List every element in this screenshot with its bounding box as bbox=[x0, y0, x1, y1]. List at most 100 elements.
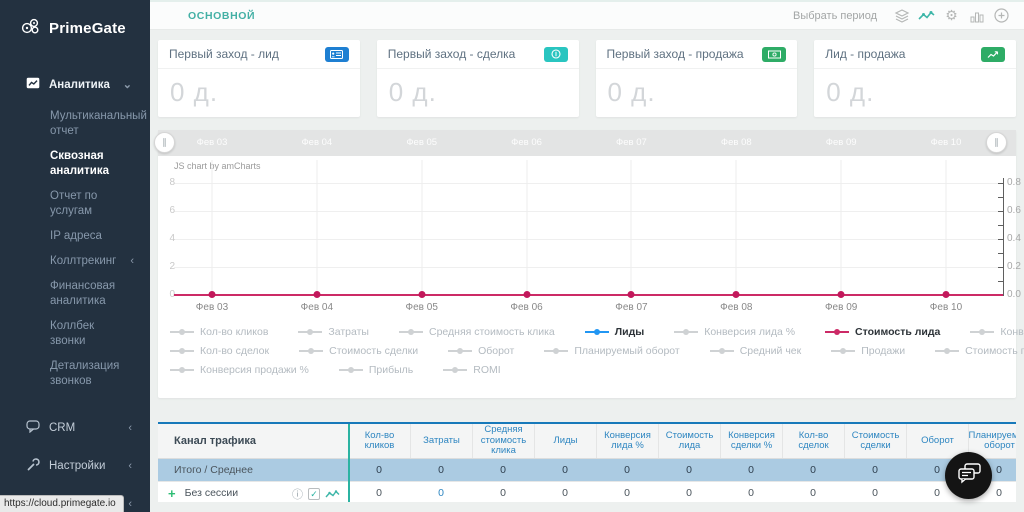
sidebar-item-callback-calls[interactable]: Коллбек звонки bbox=[50, 320, 95, 347]
chevron-down-icon: ⌄ bbox=[122, 79, 132, 91]
sidebar-item-calls-detail[interactable]: Детализация звонков bbox=[50, 360, 120, 387]
legend-item[interactable]: Конверсия лида % bbox=[674, 326, 795, 338]
sidebar-item-settings[interactable]: Настройки ‹ bbox=[0, 452, 150, 480]
legend-marker-icon bbox=[170, 347, 194, 355]
logo[interactable]: PrimeGate bbox=[0, 0, 150, 41]
line-chart-icon[interactable] bbox=[918, 7, 935, 24]
sidebar-item-calltracking[interactable]: Коллтрекинг ‹ bbox=[50, 255, 134, 267]
kpi-card-first-visit-sale: Первый заход - продажа 0 д. bbox=[595, 40, 798, 117]
table-body: Итого / Среднее 0 0 0 0 0 0 0 0 0 0 0 + Без сессии ⓘ ✓ 0… bbox=[158, 459, 1016, 502]
legend-item[interactable]: Средний чек bbox=[709, 345, 801, 357]
data-point bbox=[208, 291, 216, 298]
column-header[interactable]: Лиды bbox=[534, 424, 596, 458]
sidebar-item-crm[interactable]: CRM ‹ bbox=[0, 414, 150, 442]
kpi-card-title: Первый заход - продажа bbox=[606, 47, 744, 61]
data-point bbox=[523, 291, 531, 298]
scrollbar-left-handle[interactable]: ∥ bbox=[154, 132, 175, 153]
kpi-card-title: Первый заход - лид bbox=[169, 47, 279, 61]
legend-marker-icon bbox=[298, 328, 323, 336]
chevron-left-icon: ‹ bbox=[128, 422, 132, 434]
legend-item[interactable]: Средняя стоимость клика bbox=[398, 326, 555, 338]
legend-item[interactable]: Кол-во кликов bbox=[170, 326, 268, 338]
sidebar-item-analytics[interactable]: Аналитика ⌄ bbox=[0, 71, 150, 98]
kpi-card-title: Первый заход - сделка bbox=[387, 47, 516, 61]
series-line-cost-per-lead bbox=[174, 294, 1003, 296]
column-header[interactable]: Канал трафика bbox=[174, 434, 257, 447]
legend-item[interactable]: Лиды bbox=[584, 326, 644, 338]
sidebar-item-label: Настройки bbox=[49, 460, 106, 472]
column-header[interactable]: Затраты bbox=[410, 424, 472, 458]
legend-item[interactable]: Стоимость лида bbox=[825, 326, 940, 338]
legend-marker-icon bbox=[338, 366, 363, 374]
column-header[interactable]: Кол-во сделок bbox=[782, 424, 844, 458]
right-axis-ticks bbox=[998, 130, 1004, 310]
layers-icon[interactable] bbox=[893, 7, 910, 24]
column-header[interactable]: Конверсия лида % bbox=[596, 424, 658, 458]
column-header[interactable]: Средняя стоимость клика bbox=[472, 424, 534, 458]
select-period-button[interactable]: Выбрать период bbox=[793, 9, 877, 22]
info-icon[interactable]: ⓘ bbox=[292, 489, 303, 501]
sidebar-nav: Аналитика ⌄ Мультиканальный отчет Сквозна… bbox=[0, 71, 150, 512]
wrench-icon bbox=[26, 458, 40, 474]
legend-marker-icon bbox=[398, 328, 423, 336]
legend-item[interactable]: Планируемый оборот bbox=[544, 345, 680, 357]
column-header[interactable]: Стоимость лида bbox=[658, 424, 720, 458]
checkbox-checked-icon[interactable]: ✓ bbox=[308, 488, 320, 500]
legend-item[interactable]: Стоимость продажи bbox=[935, 345, 1024, 357]
sidebar-item-cross-analytics[interactable]: Сквозная аналитика bbox=[50, 150, 109, 177]
column-header[interactable]: Конверсия сделки % bbox=[720, 424, 782, 458]
column-header[interactable]: Оборот bbox=[906, 424, 968, 458]
analytics-subnav: Мультиканальный отчет Сквозная аналитика О… bbox=[0, 104, 150, 394]
bar-chart-icon[interactable] bbox=[968, 7, 985, 24]
x-axis-labels: Фев 03 Фев 04 Фев 05 Фев 06 Фев 07 Фев 08 Фев … bbox=[195, 302, 963, 313]
right-axis-line bbox=[1003, 178, 1004, 296]
sidebar-item-services-report[interactable]: Отчет по услугам bbox=[50, 190, 98, 217]
sidebar-item-label: Аналитика bbox=[49, 78, 110, 91]
add-circle-icon[interactable] bbox=[993, 7, 1010, 24]
vgrid bbox=[211, 160, 947, 295]
legend-item[interactable]: Конверсия продажи % bbox=[170, 364, 309, 376]
legend-item[interactable]: Затраты bbox=[298, 326, 369, 338]
gear-icon[interactable]: ⚙ bbox=[945, 7, 958, 23]
expand-plus-icon[interactable]: + bbox=[168, 485, 176, 501]
chat-widget-button[interactable] bbox=[945, 452, 992, 499]
legend-marker-icon bbox=[935, 347, 960, 355]
traffic-table: Канал трафика Кол-во кликов Затраты Средняя… bbox=[158, 422, 1016, 502]
kpi-card-lead-sale: Лид - продажа 0 д. bbox=[814, 40, 1016, 117]
legend-item[interactable]: Продажи bbox=[831, 345, 905, 357]
legend-item[interactable]: Кол-во сделок bbox=[170, 345, 269, 357]
chat-bubble-icon bbox=[26, 420, 40, 436]
sidebar-item-ip-addresses[interactable]: IP адреса bbox=[50, 230, 102, 242]
column-header[interactable]: Стоимость сделки bbox=[844, 424, 906, 458]
column-header[interactable]: Кол-во кликов bbox=[348, 424, 410, 458]
sparkline-icon[interactable] bbox=[325, 489, 340, 500]
tab-main[interactable]: ОСНОВНОЙ bbox=[188, 9, 256, 22]
scrollbar-right-handle[interactable]: ∥ bbox=[986, 132, 1007, 153]
id-card-badge-icon bbox=[324, 46, 349, 62]
legend-item[interactable]: Оборот bbox=[448, 345, 514, 357]
sidebar-item-financial-analytics[interactable]: Финансовая аналитика bbox=[50, 280, 116, 307]
kpi-card-first-visit-deal: Первый заход - сделка 0 д. bbox=[376, 40, 579, 117]
legend-marker-icon bbox=[970, 328, 995, 336]
chart-scrollbar[interactable]: Фев 03 Фев 04 Фев 05 Фев 06 Фев 07 Фев 08 Фев … bbox=[158, 130, 1016, 156]
main-area: ОСНОВНОЙ Выбрать период ⚙ Первый заход -… bbox=[150, 0, 1024, 512]
legend-marker-icon bbox=[170, 366, 194, 374]
data-point bbox=[313, 291, 321, 298]
legend-item[interactable]: Стоимость сделки bbox=[299, 345, 418, 357]
legend-item[interactable]: Конверсия сделки % bbox=[970, 326, 1024, 338]
sidebar-item-multichannel-report[interactable]: Мультиканальный отчет bbox=[50, 110, 147, 137]
topbar: ОСНОВНОЙ Выбрать период ⚙ bbox=[150, 0, 1024, 30]
kpi-card-value: 0 д. bbox=[170, 77, 219, 107]
column-header[interactable]: Планируемый оборот bbox=[968, 424, 1016, 458]
legend-marker-icon bbox=[584, 328, 609, 336]
kpi-cards: Первый заход - лид 0 д. Первый заход - с… bbox=[158, 40, 1016, 117]
kpi-card-value: 0 д. bbox=[388, 77, 437, 107]
legend-item[interactable]: ROMI bbox=[443, 364, 501, 376]
legend-item[interactable]: Прибыль bbox=[338, 364, 413, 376]
chevron-left-icon: ‹ bbox=[130, 255, 134, 267]
chart-legend: Кол-во кликов Затраты Средняя стоимость кл… bbox=[170, 326, 1024, 383]
legend-marker-icon bbox=[443, 366, 468, 374]
data-point bbox=[627, 291, 635, 298]
data-point bbox=[418, 291, 426, 298]
